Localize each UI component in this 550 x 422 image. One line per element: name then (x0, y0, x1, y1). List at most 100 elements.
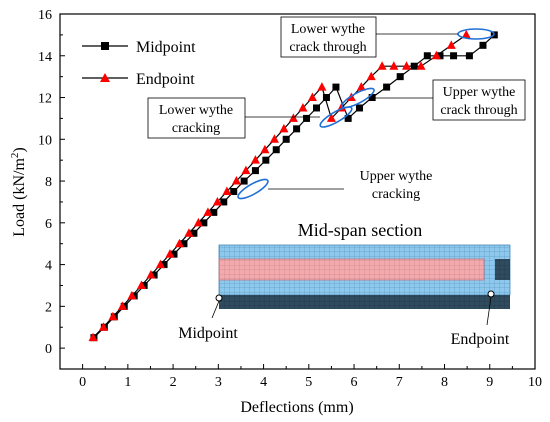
y-axis-ticks: 0 2 4 6 8 10 12 14 16 (38, 8, 65, 357)
inset-insulation-layer (218, 258, 485, 281)
data-point-endpoint (155, 259, 165, 269)
annotation-box (280, 16, 377, 58)
y-tick-label: 8 (45, 175, 52, 190)
inset-midpoint-marker (215, 294, 223, 302)
data-point-endpoint (88, 332, 98, 342)
data-point-endpoint (136, 280, 146, 289)
x-tick-label: 8 (441, 375, 448, 390)
data-point-midpoint (210, 208, 218, 216)
x-tick-label: 4 (260, 375, 267, 390)
annotation-text: Lower wythe (159, 103, 233, 118)
annotation-box (147, 97, 246, 139)
data-point-midpoint (251, 167, 259, 175)
data-point-endpoint (203, 207, 213, 216)
data-point-midpoint (410, 62, 418, 70)
data-point-endpoint (98, 322, 108, 331)
annotation-upper-wythe-cracking: Upper wythe cracking (237, 169, 433, 202)
annotation-circle (237, 178, 269, 200)
y-axis-title-superscript: 2 (9, 153, 21, 159)
legend-marker-endpoint (100, 73, 110, 82)
data-point-endpoint (416, 61, 426, 70)
y-axis-title-main: Load (kN/m (11, 158, 28, 237)
legend-label-midpoint: Midpoint (136, 39, 196, 56)
annotation-upper-wythe-crack-through: Upper wythe crack through (341, 79, 526, 121)
inset-midpoint-label: Midpoint (178, 325, 238, 342)
x-axis-ticks: 0 1 2 3 4 5 6 7 8 9 10 (79, 364, 542, 390)
x-tick-label: 6 (351, 375, 358, 390)
annotation-circle (319, 106, 353, 128)
data-point-midpoint (344, 114, 352, 122)
y-tick-label: 10 (38, 133, 52, 148)
annotation-text: Upper wythe (360, 169, 433, 184)
y-tick-label: 0 (45, 342, 52, 357)
data-point-endpoint (222, 186, 232, 195)
legend-entry-endpoint: Endpoint (82, 71, 195, 88)
annotation-text: cracking (372, 187, 420, 202)
inset-end-block (495, 259, 510, 280)
inset-endpoint-leader (486, 296, 492, 326)
inset-midpoint-leader (211, 300, 220, 319)
data-point-endpoint (317, 82, 327, 91)
x-tick-label: 0 (79, 375, 86, 390)
data-point-midpoint (220, 198, 228, 206)
inset-lower-wythe (219, 295, 510, 309)
data-point-endpoint (108, 311, 118, 321)
data-point-endpoint (366, 71, 376, 81)
x-tick-label: 1 (124, 375, 131, 390)
legend-label-endpoint: Endpoint (136, 71, 195, 88)
data-point-endpoint (146, 270, 156, 279)
y-axis-title: Load (kN/m2) (9, 147, 28, 236)
data-point-midpoint (180, 240, 188, 248)
data-point-endpoint (461, 29, 471, 39)
plot-frame (59, 13, 536, 370)
data-point-endpoint (260, 144, 270, 154)
annotation-lower-wythe-cracking: Lower wythe cracking (147, 97, 353, 139)
data-point-midpoint (332, 83, 340, 91)
data-point-midpoint (396, 73, 404, 81)
legend-marker-midpoint (101, 42, 109, 50)
x-axis-title: Deflections (mm) (240, 399, 353, 416)
data-point-endpoint (241, 165, 251, 175)
x-tick-label: 9 (486, 375, 493, 390)
x-tick-label: 3 (215, 375, 222, 390)
data-point-endpoint (307, 92, 317, 102)
data-point-midpoint (423, 52, 431, 60)
inset-title: Mid-span section (298, 220, 422, 240)
data-point-endpoint (174, 238, 184, 248)
annotation-lower-wythe-crack-through: Lower wythe crack through (280, 16, 495, 58)
data-point-endpoint (298, 102, 308, 112)
data-point-endpoint (279, 123, 289, 133)
data-point-endpoint (184, 228, 194, 237)
data-point-endpoint (389, 61, 399, 70)
annotation-box (432, 79, 526, 121)
data-point-midpoint (150, 271, 158, 279)
data-point-endpoint (402, 61, 412, 70)
x-tick-label: 10 (528, 375, 542, 390)
data-point-endpoint (212, 196, 222, 206)
data-point-midpoint (368, 94, 376, 102)
data-point-midpoint (272, 146, 280, 154)
data-point-endpoint (446, 40, 456, 49)
y-tick-label: 12 (38, 92, 52, 107)
data-point-midpoint (450, 52, 458, 60)
y-tick-label: 6 (45, 217, 52, 232)
data-point-midpoint (436, 52, 444, 60)
y-tick-label: 16 (38, 8, 52, 23)
y-tick-label: 4 (45, 259, 52, 274)
data-point-endpoint (165, 249, 175, 258)
data-point-endpoint (377, 61, 387, 70)
data-point-endpoint (250, 155, 260, 164)
data-point-midpoint (262, 156, 270, 164)
x-tick-label: 2 (170, 375, 177, 390)
data-point-midpoint (282, 135, 290, 143)
legend-entry-midpoint: Midpoint (82, 39, 196, 56)
data-point-midpoint (140, 281, 148, 289)
data-point-endpoint (127, 290, 137, 300)
data-point-midpoint (355, 104, 363, 112)
data-point-midpoint (313, 104, 320, 112)
annotation-text: cracking (172, 121, 220, 136)
data-point-midpoint (170, 250, 178, 258)
series-markers-endpoint (88, 29, 471, 342)
data-point-endpoint (117, 301, 127, 310)
